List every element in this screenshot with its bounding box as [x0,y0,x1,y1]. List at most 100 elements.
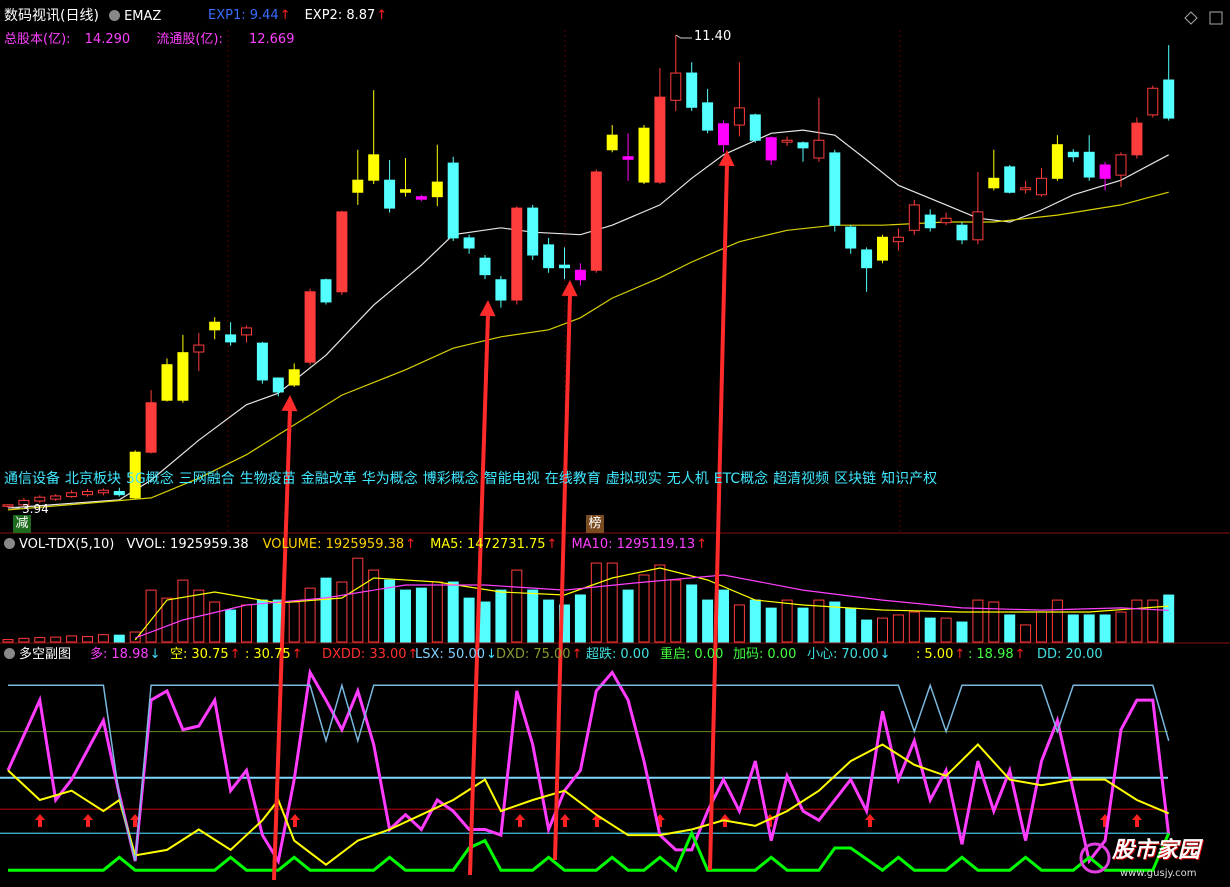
signal-arrow [35,814,45,827]
volume-bar [34,637,46,643]
candle-body [654,96,666,183]
item-arrow: ↑ [954,647,966,662]
candle-body [129,451,141,499]
volume-bar [654,564,666,643]
item-value: 30.75 [191,647,229,662]
volume-item: MA5: 1472731.75 [430,537,546,552]
volume-bar [161,597,173,643]
volume-bar [1067,614,1079,643]
item-value: 30.75 [253,647,291,662]
volume-bar [479,601,491,643]
volume-bar [845,607,857,643]
item-value: 5.00 [924,647,954,662]
candle-body [511,207,523,301]
item-name: : [916,647,921,662]
moving-average [7,129,1169,509]
volume-bar [463,597,475,643]
volume-bar [1115,611,1127,643]
item-value: 50.00 [447,647,485,662]
item-arrow: ↑ [407,647,419,662]
item-value: 75.00 [533,647,571,662]
concept-tag: ETC概念 [713,471,769,487]
volume-bar [988,601,1000,643]
item-arrow: ↓ [486,647,497,662]
title-row: 数码视讯(日线) EMAZ [4,7,161,26]
volume-bar [908,611,920,643]
concept-tag: 金融改革 [300,471,357,487]
indicator-header: 多空副图 [4,646,71,664]
volume-bar [1147,599,1159,643]
volume-bar [924,617,936,643]
candle-body [622,156,634,160]
concept-tag: 生物疫苗 [239,471,296,487]
item-value: 70.00 [841,647,879,662]
item-arrow: ↓ [879,647,891,662]
candle-body [1115,154,1127,176]
candle-body [18,499,30,506]
volume-bar [574,594,586,643]
candle-body [733,107,745,126]
annotation-arrowhead [718,150,735,167]
candle-body [320,279,332,303]
menu-icon[interactable] [4,648,15,659]
volume-bar [225,609,237,643]
candle-body [34,496,46,502]
candle-body [161,364,173,401]
volume-bar [209,601,221,643]
annotation-arrowhead [281,395,298,412]
concept-tag: 5G概念 [126,471,174,487]
item-value: 0.00 [620,647,650,662]
candle-body [924,214,936,229]
volume-bar [82,636,93,643]
indicator-item: 超跌: 0.00 [586,646,649,664]
candle-body [225,334,237,343]
square-icon[interactable] [1209,11,1223,25]
volume-bar [718,589,729,643]
menu-icon[interactable] [109,10,121,21]
candle-body [718,123,729,146]
annotation-arrow [468,313,490,876]
item-name: DXDD: [322,647,366,662]
candle-body [527,207,539,256]
indicator-item: DD: 20.00 [1037,646,1103,664]
candle-body [479,257,491,276]
candle-body [113,491,125,496]
menu-icon[interactable] [4,538,15,549]
indicator-title: 多空副图 [19,647,72,662]
volume-bar [861,619,873,643]
item-name: DXD: [496,647,530,662]
exp-arrow: ↑ [279,8,291,23]
indicator-item: 小心: 70.00↓ [807,646,891,664]
annotation-arrow [553,293,572,861]
volume-header: VOL-TDX(5,10) VVOL: 1925959.38 VOLUME: 19… [4,536,707,554]
max-price-label: 11.40 [694,29,732,44]
volume-bar [829,601,841,643]
tag-list: 榜 [586,515,604,533]
candle-body [272,377,284,393]
item-arrow: ↑ [291,647,303,662]
signal-arrow [130,814,140,827]
annotation-arrowhead [479,300,496,317]
candle-body [1147,87,1159,116]
candle-body [304,291,316,363]
watermark-logo [1079,842,1111,874]
annotation-arrowhead [561,280,578,297]
exp-row: EXP1: 9.44↑ EXP2: 8.87↑ [208,7,387,25]
share-value: 12.669 [248,32,295,47]
volume-bar [1051,599,1063,643]
volume-bar [177,579,189,643]
candle-body [1067,151,1079,158]
candle-body [495,279,507,301]
candle-body [590,171,602,271]
candle-body [638,127,650,183]
volume-bar [781,599,793,643]
diamond-icon[interactable] [1184,11,1198,25]
concept-tag: 超清视频 [773,471,830,487]
exp-text: EXP2: 8.87 [304,8,376,23]
item-value: 18.98 [976,647,1014,662]
annotation-arrow [272,408,292,881]
indicator-item: LSX: 50.00↓ [415,646,497,664]
item-value: 0.00 [767,647,797,662]
